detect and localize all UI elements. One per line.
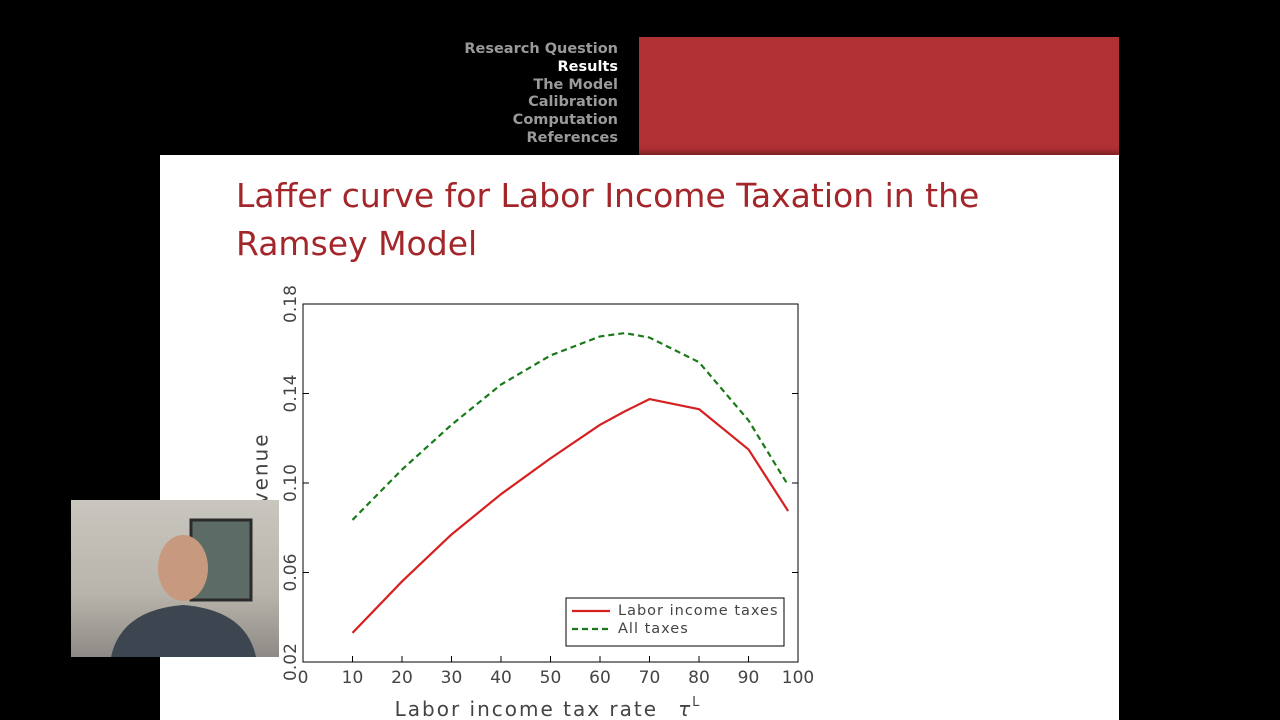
x-axis-label-sup: L xyxy=(692,695,701,710)
nav-item[interactable]: References xyxy=(526,129,618,146)
x-tick-label: 70 xyxy=(639,668,661,688)
x-axis-label-text: Labor income tax rate xyxy=(395,697,658,720)
webcam-figure xyxy=(111,518,256,657)
nav-item[interactable]: Results xyxy=(557,58,619,75)
webcam-video xyxy=(71,500,279,657)
nav-item[interactable]: Calibration xyxy=(528,94,618,111)
nav-item[interactable]: Research Question xyxy=(464,41,618,57)
face xyxy=(158,535,208,601)
x-tick-label: 40 xyxy=(490,668,512,688)
legend-box xyxy=(565,597,785,647)
x-tick-label: 100 xyxy=(782,668,814,688)
y-tick-label: 0.18 xyxy=(281,285,301,323)
x-tick-label: 30 xyxy=(441,668,463,688)
y-tick-label: 0.02 xyxy=(281,643,301,681)
series-line xyxy=(351,397,790,634)
slide-title: Laffer curve for Labor Income Taxation i… xyxy=(236,176,980,263)
legend-label: All taxes xyxy=(618,621,689,637)
nav-item[interactable]: Computation xyxy=(512,112,618,129)
shirt xyxy=(111,605,256,657)
section-nav: Research Question Results The Model Calibra… xyxy=(464,41,618,148)
x-tick-label: 0 xyxy=(298,668,309,688)
y-tick-label: 0.10 xyxy=(281,464,301,502)
legend-label: Labor income taxes xyxy=(618,603,779,619)
y-tick-label: 0.06 xyxy=(281,554,301,592)
x-tick-label: 90 xyxy=(738,668,760,688)
x-axis-label: Labor income tax rate τL xyxy=(395,695,702,720)
x-tick-label: 60 xyxy=(589,668,611,688)
series-line xyxy=(351,331,790,521)
x-tick-label: 20 xyxy=(391,668,413,688)
header-bar xyxy=(639,37,1119,155)
y-tick-label: 0.14 xyxy=(281,375,301,413)
x-tick-label: 80 xyxy=(688,668,710,688)
x-axis-label-symbol: τ xyxy=(678,697,692,720)
nav-item[interactable]: The Model xyxy=(533,76,618,93)
x-tick-label: 50 xyxy=(540,668,562,688)
x-tick-label: 10 xyxy=(342,668,364,688)
